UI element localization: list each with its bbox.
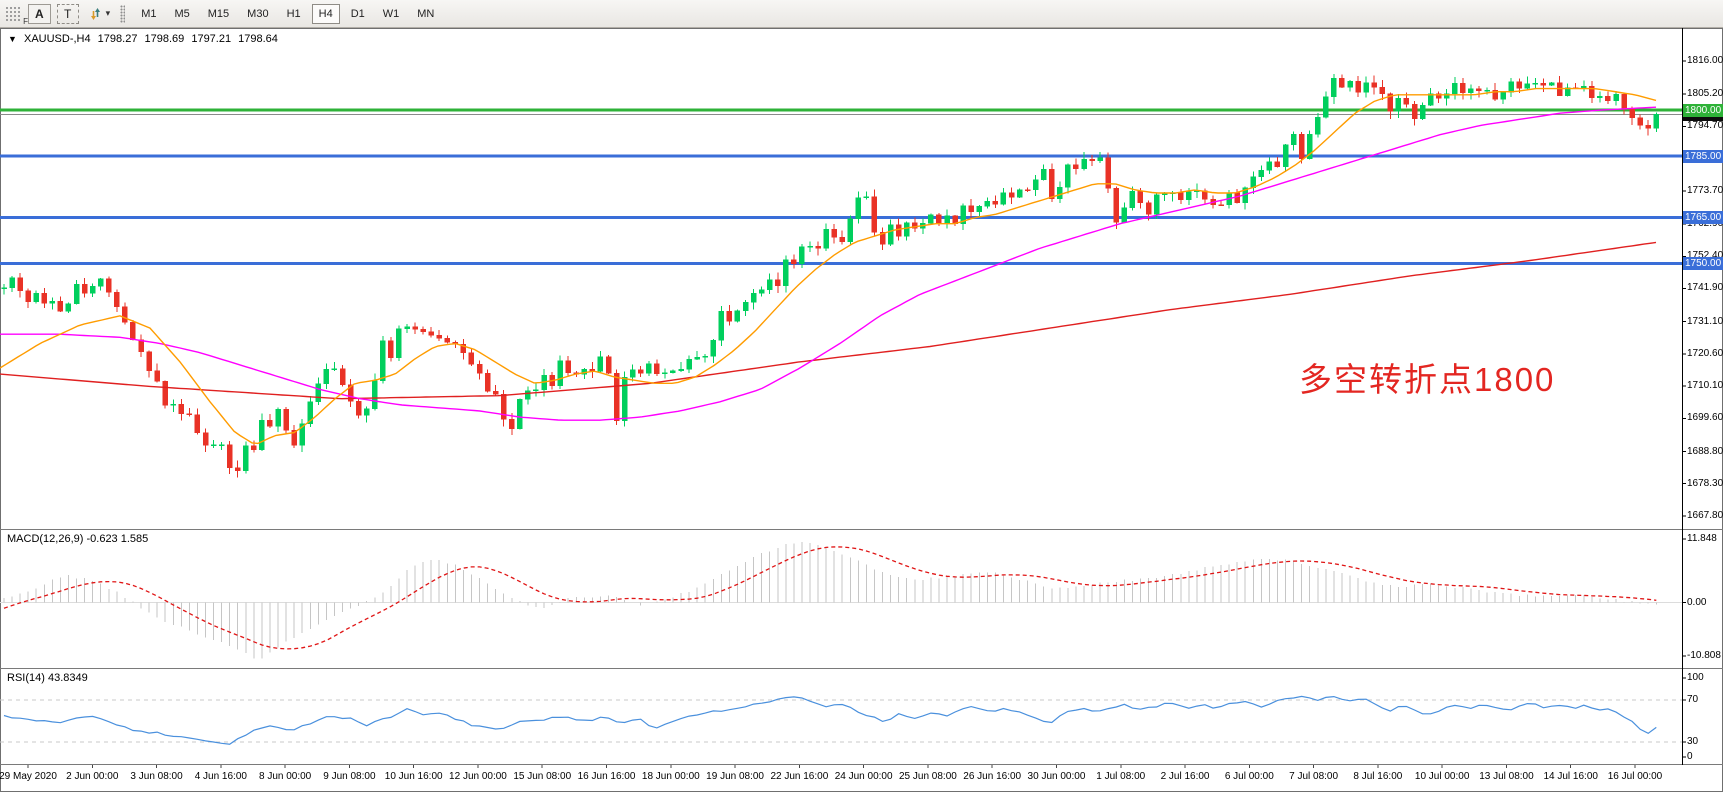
- close-value: 1798.64: [238, 33, 278, 45]
- macd-panel-header: MACD(12,26,9) -0.623 1.585: [7, 533, 148, 545]
- tf-h1-button[interactable]: H1: [280, 4, 308, 24]
- chart-text-annotation[interactable]: 多空转折点1800: [1299, 361, 1556, 398]
- tf-w1-button[interactable]: W1: [376, 4, 407, 24]
- rsi-panel-header: RSI(14) 43.8349: [7, 672, 88, 684]
- text-label-button[interactable]: A: [28, 3, 51, 24]
- indicator-arrows-button[interactable]: ▾: [87, 7, 111, 21]
- text-object-button[interactable]: T: [56, 3, 79, 24]
- tf-m1-button[interactable]: M1: [134, 4, 163, 24]
- open-value: 1798.27: [97, 33, 138, 45]
- rsi-current-value: 43.8349: [47, 672, 88, 684]
- chart-ohlc-header: ▼ XAUUSD-,H4 1798.27 1798.69 1797.21 179…: [8, 33, 282, 45]
- chart-dropdown-icon[interactable]: ▼: [8, 34, 17, 44]
- tf-h4-button[interactable]: H4: [311, 3, 340, 24]
- symbol-period-label: XAUUSD-,H4: [23, 33, 91, 45]
- rsi-indicator-label: RSI(14): [7, 672, 45, 684]
- tf-d1-button[interactable]: D1: [344, 4, 372, 24]
- tf-mn-button[interactable]: MN: [410, 4, 441, 24]
- toolbar-drag-grip-icon[interactable]: F: [4, 4, 28, 26]
- tf-m5-button[interactable]: M5: [167, 4, 196, 24]
- low-value: 1797.21: [191, 33, 232, 45]
- macd-indicator-label: MACD(12,26,9): [7, 533, 84, 545]
- macd-current-values: -0.623 1.585: [86, 533, 149, 545]
- high-value: 1798.69: [144, 33, 185, 45]
- timeframe-group-grip-icon[interactable]: [120, 4, 126, 23]
- toolbar: F A T ▾ M1 M5 M15 M30 H1 H4 D1 W1 MN: [0, 0, 1723, 28]
- chevron-down-icon[interactable]: ▾: [105, 8, 111, 18]
- up-down-arrows-icon: [90, 7, 100, 20]
- grip-label: F: [23, 16, 28, 26]
- tf-m15-button[interactable]: M15: [201, 4, 236, 24]
- tf-m30-button[interactable]: M30: [240, 4, 275, 24]
